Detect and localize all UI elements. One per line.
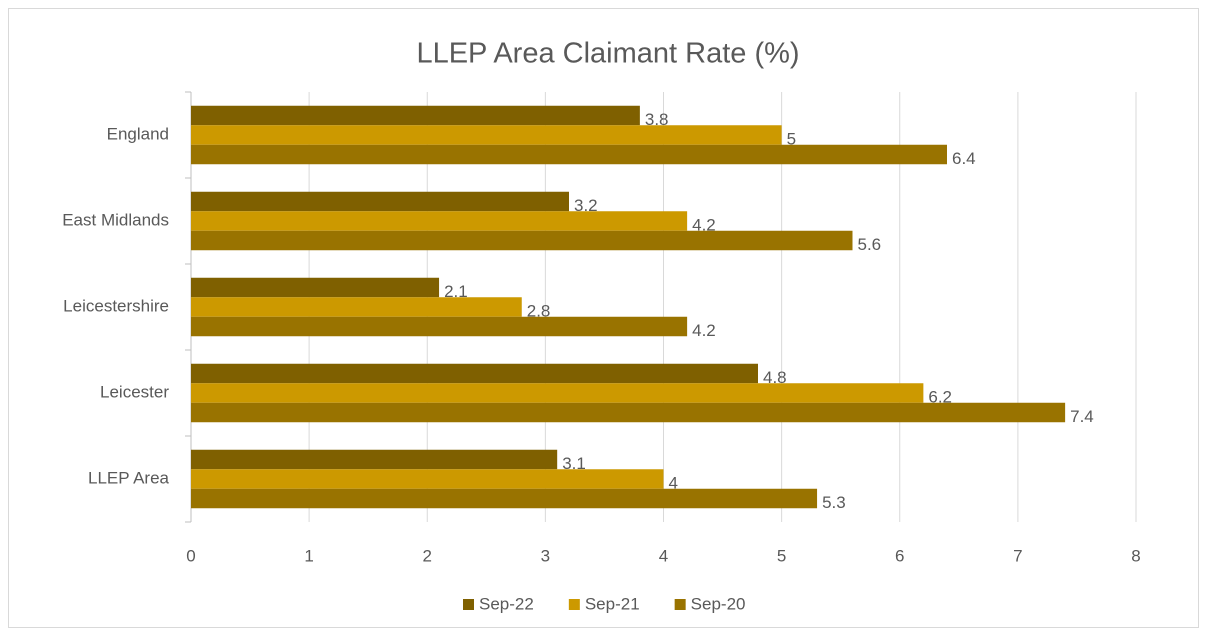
bar <box>191 363 758 384</box>
bar <box>191 449 558 470</box>
legend-label: Sep-22 <box>479 594 534 613</box>
x-tick-label: 8 <box>1131 546 1140 565</box>
value-label: 2.8 <box>527 301 551 320</box>
bar <box>191 105 640 126</box>
bar <box>191 316 688 337</box>
y-tick-label: Leicestershire <box>63 296 169 315</box>
value-label: 5 <box>787 129 796 148</box>
bar <box>191 297 522 317</box>
x-tick-label: 6 <box>895 546 904 565</box>
y-tick-label: Leicester <box>100 382 169 401</box>
value-label: 6.4 <box>952 149 976 168</box>
bar <box>191 230 853 251</box>
x-tick-label: 4 <box>659 546 668 565</box>
value-label: 5.3 <box>822 493 846 512</box>
value-label: 4.2 <box>692 215 716 234</box>
x-tick-label: 7 <box>1013 546 1022 565</box>
bar <box>191 488 818 509</box>
value-label: 3.1 <box>562 454 586 473</box>
value-label: 2.1 <box>444 282 468 301</box>
value-label: 4.2 <box>692 321 716 340</box>
bar <box>191 144 947 165</box>
x-tick-label: 1 <box>304 546 313 565</box>
value-label: 7.4 <box>1070 407 1094 426</box>
bar <box>191 191 569 212</box>
chart-title: LLEP Area Claimant Rate (%) <box>416 38 799 70</box>
y-tick-label: East Midlands <box>62 210 169 229</box>
bar <box>191 277 440 298</box>
legend-swatch <box>674 599 686 610</box>
x-tick-label: 0 <box>186 546 195 565</box>
value-label: 6.2 <box>928 387 952 406</box>
value-label: 4 <box>669 473 678 492</box>
value-label: 3.2 <box>574 196 598 215</box>
x-tick-label: 5 <box>777 546 786 565</box>
bar <box>191 125 782 145</box>
x-tick-label: 2 <box>423 546 432 565</box>
bar <box>191 469 664 489</box>
y-tick-label: England <box>107 124 169 143</box>
x-tick-label: 3 <box>541 546 550 565</box>
legend-swatch <box>463 599 474 610</box>
legend-label: Sep-20 <box>691 594 746 613</box>
bar <box>191 402 1066 423</box>
legend-swatch <box>568 599 580 610</box>
value-label: 3.8 <box>645 110 669 129</box>
value-label: 5.6 <box>858 235 882 254</box>
legend-label: Sep-21 <box>585 594 640 613</box>
y-tick-label: LLEP Area <box>88 468 170 487</box>
value-label: 4.8 <box>763 368 787 387</box>
bar <box>191 383 924 403</box>
bar <box>191 211 688 231</box>
